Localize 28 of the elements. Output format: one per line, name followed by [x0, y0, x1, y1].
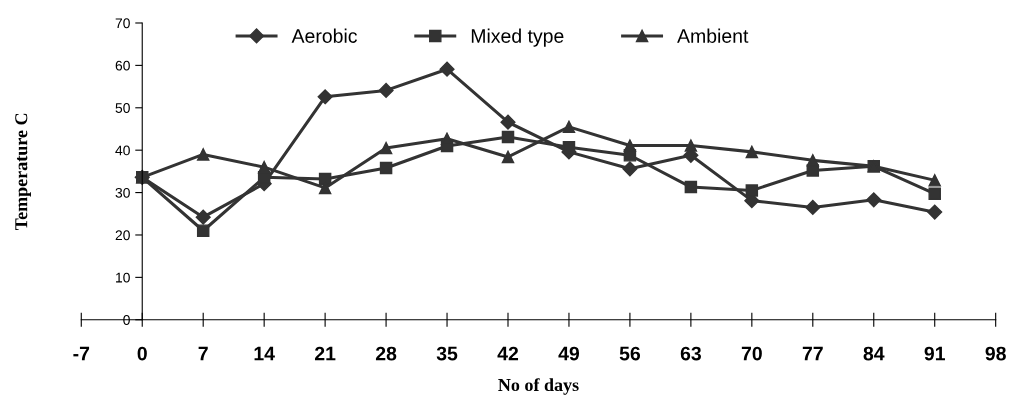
x-tick-label: 84: [863, 346, 885, 361]
x-tick-label: 98: [985, 346, 1006, 361]
x-tick-label: 42: [497, 346, 519, 361]
x-tick-label: 0: [137, 346, 147, 361]
legend-label: Ambient: [677, 28, 749, 43]
legend-label: Mixed type: [471, 28, 564, 47]
x-tick-label: 21: [314, 346, 336, 361]
x-tick-label: 28: [375, 346, 397, 361]
y-tick-label: 40: [115, 145, 130, 156]
x-tick-label: 56: [619, 346, 641, 361]
y-tick-label: 20: [115, 230, 130, 241]
x-tick-label: 70: [741, 346, 762, 361]
x-axis-title: No of days: [498, 378, 579, 395]
y-tick-label: 30: [115, 187, 130, 198]
y-tick-label: 10: [116, 272, 130, 283]
x-tick-label: 7: [198, 346, 208, 361]
x-tick-label: 63: [680, 346, 701, 361]
y-tick-label: 50: [115, 103, 130, 113]
x-tick-label: 91: [924, 346, 945, 361]
x-tick-label: 77: [802, 346, 823, 361]
x-tick-label: 14: [254, 346, 275, 361]
x-tick-label: -7: [73, 346, 90, 361]
x-tick-label: 35: [436, 346, 458, 361]
y-tick-label: 60: [115, 60, 130, 71]
x-tick-label: 49: [558, 346, 580, 361]
legend-label: Aerobic: [291, 28, 357, 43]
y-axis-title: Temperature C: [15, 113, 31, 231]
y-tick-label: 70: [115, 18, 130, 29]
